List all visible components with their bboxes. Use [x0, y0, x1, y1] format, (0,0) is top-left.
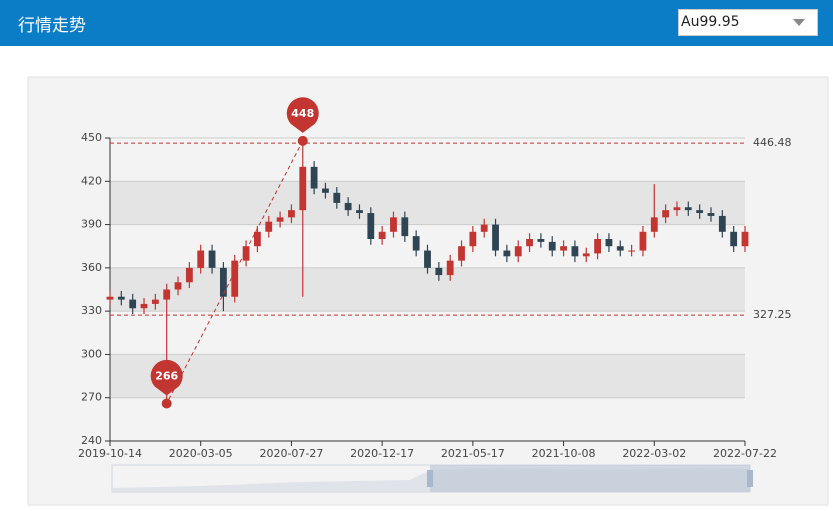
candle-body [424, 250, 431, 268]
candle-body [650, 217, 658, 232]
candle-body [219, 267, 227, 297]
y-tick-label: 360 [81, 261, 102, 274]
candle-body [514, 246, 522, 257]
mark-point-label: 448 [291, 107, 314, 120]
candle-body [741, 231, 749, 247]
x-tick-label: 2022-07-22 [713, 447, 777, 460]
candle-body [718, 215, 726, 232]
x-tick-label: 2021-10-08 [532, 447, 596, 460]
candle-body [730, 231, 738, 247]
candle-body [231, 260, 239, 297]
select-arrow [793, 19, 805, 26]
candle-body [707, 213, 715, 216]
product-select[interactable]: Au99.95 [678, 9, 818, 36]
candle-body [548, 241, 556, 251]
zoom-window[interactable] [430, 465, 750, 492]
candle-body [605, 239, 613, 247]
candle-body [401, 217, 409, 237]
grid-band [110, 267, 745, 312]
candle-body [412, 236, 420, 251]
candle-body [129, 299, 137, 309]
candle-body [356, 210, 363, 214]
candle-body [639, 231, 647, 251]
grid-band [110, 354, 745, 398]
grid-band [110, 181, 745, 225]
mark-point-pin [286, 97, 319, 133]
mark-point-link [166, 140, 304, 404]
mark-point-dot [297, 135, 308, 146]
candle-body [322, 188, 329, 193]
candle-body [503, 250, 511, 257]
x-tick-label: 2019-10-14 [78, 447, 142, 460]
candle-body [571, 246, 579, 257]
candle-body [163, 289, 171, 300]
y-tick-label: 450 [81, 131, 102, 144]
candle-body [469, 231, 477, 247]
select-value: Au99.95 [681, 14, 740, 30]
zoom-handle[interactable] [747, 470, 753, 487]
mark-point-label: 266 [155, 369, 178, 382]
candle-body [151, 299, 159, 304]
y-tick-label: 420 [81, 174, 102, 187]
candle-body [254, 231, 261, 247]
candle-body [140, 303, 148, 309]
candle-body [310, 166, 318, 189]
mark-point-pin [150, 359, 183, 396]
candle-body [378, 231, 386, 239]
data-zoom[interactable] [111, 464, 753, 493]
candle-body [265, 221, 273, 232]
candle-body [673, 207, 681, 211]
x-tick-label: 2020-12-17 [350, 447, 414, 460]
x-tick-label: 2020-03-05 [169, 447, 233, 460]
candle-body [367, 213, 375, 239]
candle-body [684, 207, 692, 211]
candle-body [582, 253, 590, 257]
y-tick-label: 300 [81, 347, 102, 360]
candle-body [276, 217, 284, 222]
candle-body [696, 210, 704, 214]
candle-body [526, 239, 533, 247]
candle-body [106, 296, 114, 300]
candle-body [117, 296, 125, 300]
candle-body [333, 192, 341, 203]
y-tick-label: 270 [81, 391, 102, 404]
candle-body [242, 246, 250, 261]
candle-body [390, 217, 397, 232]
candle-body [344, 202, 352, 211]
candle-body [446, 260, 454, 276]
candle-body [299, 166, 307, 211]
candle-body [616, 246, 624, 251]
mark-point-dot [161, 398, 172, 409]
candle-body [594, 239, 601, 254]
candle-body [208, 250, 216, 268]
mark-line-label: 327.25 [753, 308, 792, 321]
candle-body [560, 246, 567, 251]
candle-body [197, 250, 205, 268]
grid-band [110, 397, 745, 441]
mark-line-label: 446.48 [753, 136, 792, 149]
candle-body [628, 250, 636, 252]
candle-body [174, 282, 182, 290]
header-title: 行情走势 [18, 16, 86, 36]
candle-body [458, 246, 465, 261]
header: 行情走势 Au99.95 [0, 0, 833, 46]
grid-band [110, 138, 745, 182]
candle-body [185, 267, 193, 283]
candle-body [480, 224, 488, 232]
grid-band [110, 311, 745, 355]
candle-body [537, 239, 545, 242]
candle-body [288, 210, 295, 218]
x-tick-label: 2021-05-17 [441, 447, 505, 460]
x-tick-label: 2020-07-27 [259, 447, 323, 460]
x-tick-label: 2022-03-02 [622, 447, 686, 460]
candle-body [662, 210, 670, 218]
candle-body [492, 224, 499, 251]
zoom-handle[interactable] [427, 470, 433, 487]
y-tick-label: 390 [81, 218, 102, 231]
y-tick-label: 330 [81, 304, 102, 317]
y-tick-label: 240 [81, 434, 102, 447]
candle-body [435, 267, 443, 276]
